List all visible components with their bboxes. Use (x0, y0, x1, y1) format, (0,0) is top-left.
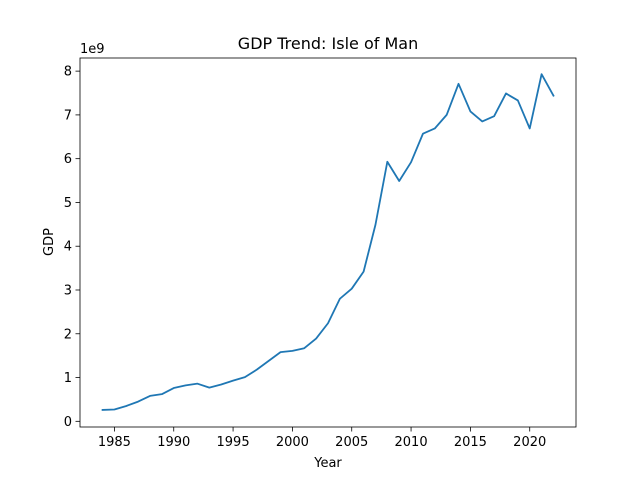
y-tick-label: 0 (64, 415, 72, 430)
y-tick-label: 4 (64, 240, 72, 255)
x-tick-label: 2000 (276, 435, 309, 450)
x-tick-label: 1995 (217, 435, 250, 450)
axes-frame (79, 57, 577, 428)
y-tick-label: 3 (64, 283, 72, 298)
y-tick-label: 2 (64, 327, 72, 342)
y-tick-label: 5 (64, 196, 72, 211)
x-tick-label: 2010 (395, 435, 428, 450)
y-tick-label: 1 (64, 371, 72, 386)
y-axis-label: GDP (42, 228, 57, 256)
x-axis-label: Year (313, 456, 342, 471)
x-tick-label: 2020 (513, 435, 546, 450)
chart-title: GDP Trend: Isle of Man (238, 34, 418, 53)
y-tick-label: 7 (64, 108, 72, 123)
y-tick-label: 8 (64, 65, 72, 80)
x-tick-label: 2005 (335, 435, 368, 450)
plot-area: 1985 1990 1995 2000 2005 2010 2015 2020 0 1 2 3 4 5 6 7… (64, 57, 577, 450)
gdp-series-line (101, 73, 555, 411)
x-tick-label: 2015 (454, 435, 487, 450)
x-tick-label: 1985 (98, 435, 131, 450)
x-tick-label: 1990 (157, 435, 190, 450)
y-offset-label: 1e9 (80, 42, 105, 57)
y-tick-label: 6 (64, 152, 72, 167)
